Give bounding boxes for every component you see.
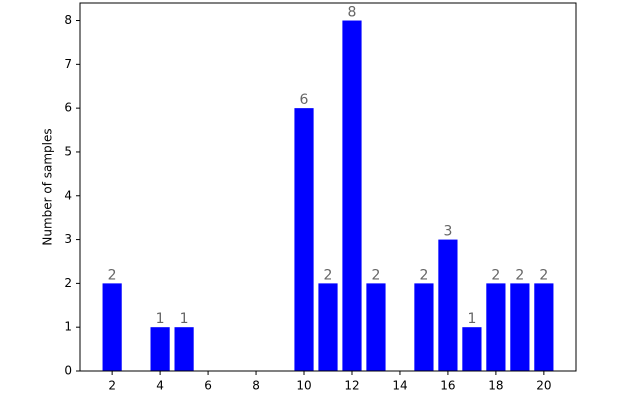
- value-label: 2: [108, 267, 117, 283]
- x-tick-label: 16: [440, 379, 455, 393]
- value-label: 6: [300, 92, 309, 108]
- plot-frame: [79, 2, 577, 372]
- value-label: 1: [156, 311, 165, 327]
- value-label: 8: [348, 5, 357, 21]
- y-tick-label: 4: [64, 188, 72, 202]
- y-tick-label: 2: [64, 276, 72, 290]
- y-tick-label: 6: [64, 101, 72, 115]
- bar: [342, 20, 362, 372]
- bar: [486, 283, 506, 371]
- x-tick-label: 20: [536, 379, 551, 393]
- y-tick-label: 0: [64, 364, 72, 378]
- x-tick-label: 4: [156, 379, 164, 393]
- bar: [462, 327, 482, 371]
- value-label: 1: [467, 311, 476, 327]
- bar: [318, 283, 338, 371]
- y-tick-label: 8: [64, 13, 72, 27]
- bar: [102, 283, 122, 371]
- x-tick-label: 8: [252, 379, 260, 393]
- value-label: 1: [180, 311, 189, 327]
- value-label: 2: [491, 267, 500, 283]
- bar: [510, 283, 530, 371]
- y-axis-label: Number of samples: [41, 128, 55, 245]
- y-tick-label: 1: [64, 320, 72, 334]
- bar: [174, 327, 194, 371]
- bar: [150, 327, 170, 371]
- value-label: 2: [515, 267, 524, 283]
- y-tick-label: 3: [64, 232, 72, 246]
- value-label: 2: [324, 267, 333, 283]
- value-label: 2: [419, 267, 428, 283]
- x-tick-label: 10: [296, 379, 311, 393]
- x-tick-label: 2: [108, 379, 116, 393]
- y-tick-label: 5: [64, 144, 72, 158]
- x-tick-label: 12: [344, 379, 359, 393]
- bar: [294, 108, 314, 372]
- bar: [414, 283, 434, 371]
- y-tick-label: 7: [64, 57, 72, 71]
- x-tick-label: 14: [392, 379, 407, 393]
- value-label: 2: [539, 267, 548, 283]
- bar: [438, 239, 458, 371]
- x-tick-label: 18: [488, 379, 503, 393]
- bar: [534, 283, 554, 371]
- value-label: 2: [372, 267, 381, 283]
- bar: [366, 283, 386, 371]
- value-label: 3: [443, 224, 452, 240]
- x-tick-label: 6: [204, 379, 212, 393]
